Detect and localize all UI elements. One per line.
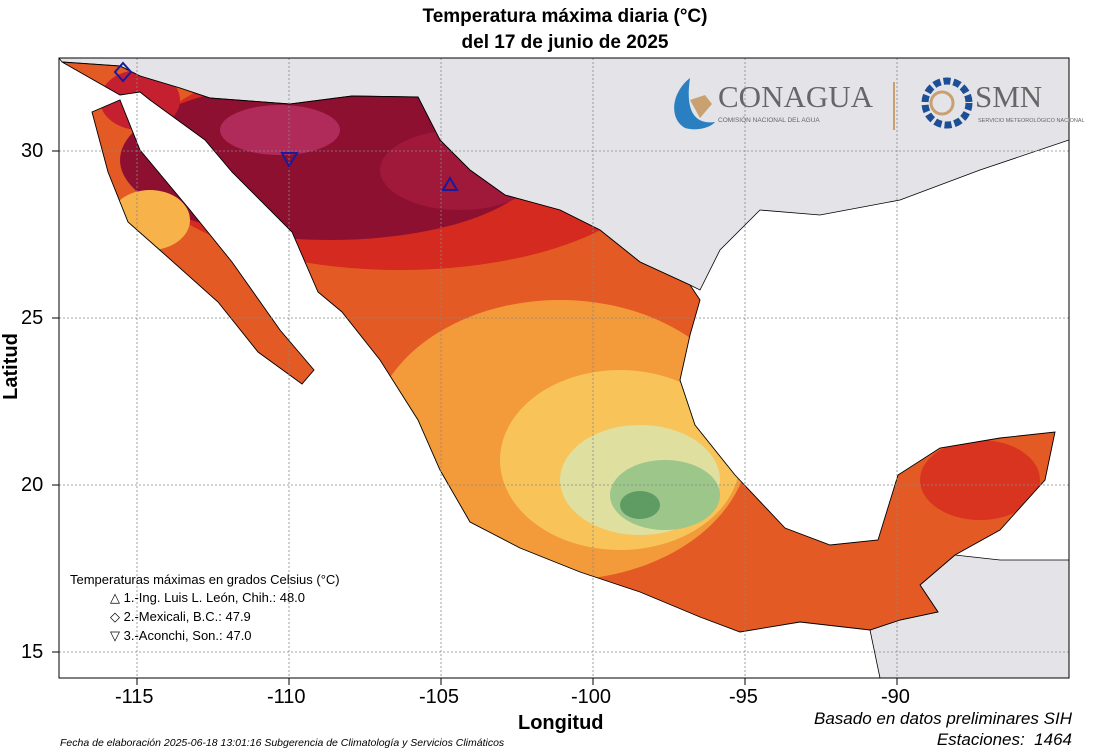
diamond-icon: ◇ xyxy=(110,609,120,624)
legend-item-label: 1.-Ing. Luis L. León, Chih.: 48.0 xyxy=(123,590,306,605)
x-tick-label: -115 xyxy=(115,686,154,708)
legend-title: Temperaturas máximas en grados Celsius (… xyxy=(70,572,340,587)
y-axis-label: Latitud xyxy=(0,333,22,400)
y-tick-label: 20 xyxy=(21,474,44,496)
footer-stations: Estaciones: 1464 xyxy=(936,730,1072,749)
legend-item: ◇ 2.-Mexicali, B.C.: 47.9 xyxy=(110,609,340,625)
axis-ticks xyxy=(52,150,898,685)
x-tick-label: -110 xyxy=(267,686,306,708)
smn-logo-text: SMN xyxy=(975,79,1042,114)
mexico-outline xyxy=(61,61,1056,633)
smn-logo xyxy=(921,77,973,129)
map-title-line1: Temperatura máxima diaria (°C) xyxy=(422,6,708,27)
smn-logo-subtext: SERVICIO METEOROLÓGICO NACIONAL xyxy=(978,117,1085,124)
conagua-logo-text: CONAGUA xyxy=(718,79,874,114)
conagua-logo-subtext: COMISIÓN NACIONAL DEL AGUA xyxy=(718,115,820,124)
legend-item-label: 3.-Aconchi, Son.: 47.0 xyxy=(123,628,252,643)
y-tick-label: 15 xyxy=(21,641,44,663)
x-tick-label: -100 xyxy=(571,686,612,708)
station-3-inverted-triangle-marker xyxy=(280,152,299,169)
station-1-triangle-marker xyxy=(441,176,459,191)
legend-item-label: 2.-Mexicali, B.C.: 47.9 xyxy=(123,609,251,624)
footer-date: Fecha de elaboración 2025-06-18 13:01:16… xyxy=(60,737,505,749)
y-tick-label: 25 xyxy=(21,307,44,329)
map-title-line2: del 17 de junio de 2025 xyxy=(461,32,669,53)
gridlines xyxy=(59,58,1069,678)
triangle-icon: △ xyxy=(110,590,120,605)
legend-item: △ 1.-Ing. Luis L. León, Chih.: 48.0 xyxy=(110,590,340,606)
x-tick-label: -105 xyxy=(419,686,460,708)
x-axis-label: Longitud xyxy=(518,712,604,734)
inverted-triangle-icon: ▽ xyxy=(110,628,120,643)
legend: Temperaturas máximas en grados Celsius (… xyxy=(70,572,340,644)
conagua-logo xyxy=(674,78,715,130)
footer-source: Basado en datos preliminares SIH xyxy=(814,709,1072,728)
y-tick-label: 30 xyxy=(21,140,44,162)
x-tick-label: -90 xyxy=(881,686,910,708)
x-tick-label: -95 xyxy=(729,686,758,708)
station-2-diamond-marker xyxy=(113,61,133,83)
legend-item: ▽ 3.-Aconchi, Son.: 47.0 xyxy=(110,628,340,644)
